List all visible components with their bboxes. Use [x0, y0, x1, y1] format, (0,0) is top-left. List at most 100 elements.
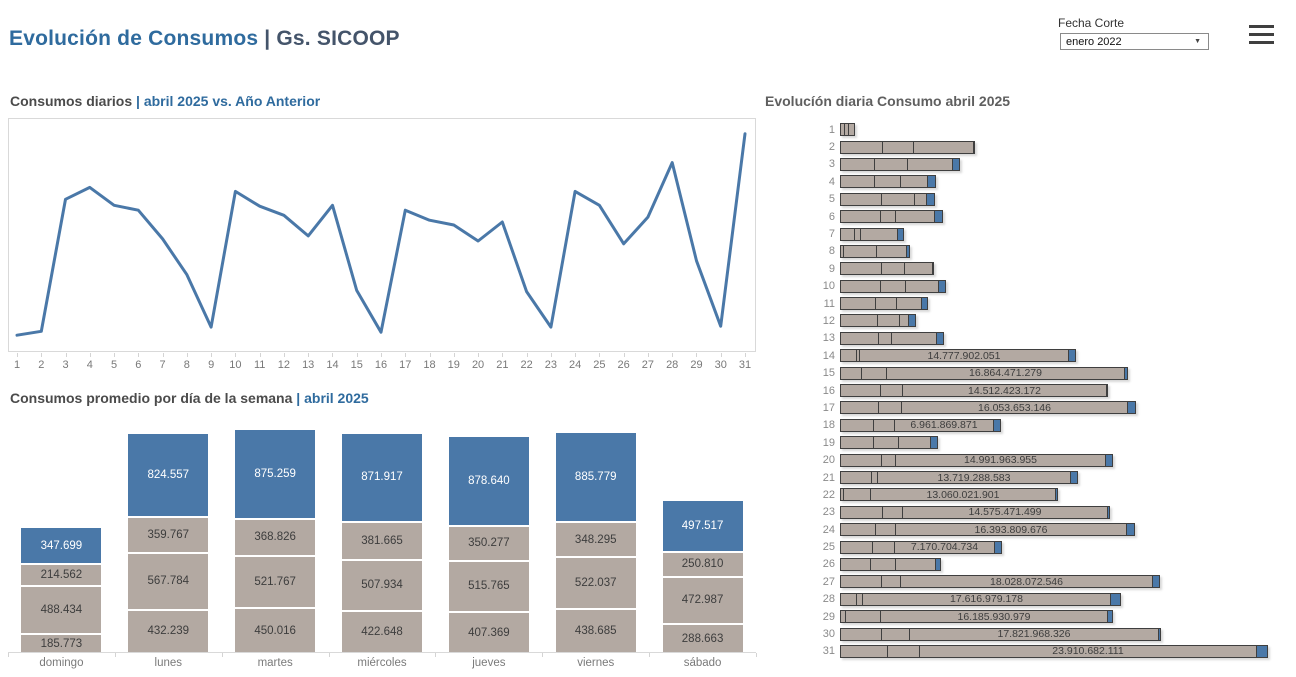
bar-segment[interactable]: 14.991.963.955	[895, 453, 1106, 467]
bar-segment[interactable]	[840, 592, 857, 606]
bar-segment[interactable]	[840, 157, 875, 171]
bar-segment[interactable]: 422.648	[342, 609, 422, 652]
bar-segment-blue[interactable]	[993, 418, 1001, 432]
bar-segment-blue[interactable]	[1068, 349, 1076, 363]
bar-segment[interactable]	[895, 210, 935, 224]
bar-segment-blue[interactable]	[1107, 610, 1113, 624]
daily-bar-17[interactable]: 16.053.653.146	[840, 401, 1136, 415]
bar-segment[interactable]	[840, 140, 883, 154]
bar-segment[interactable]	[913, 140, 974, 154]
daily-bar-15[interactable]: 16.864.471.279	[840, 366, 1128, 380]
bar-segment[interactable]: 522.037	[555, 555, 636, 609]
bar-segment[interactable]: 18.028.072.546	[900, 575, 1153, 589]
bar-segment[interactable]	[874, 157, 908, 171]
daily-bar-16[interactable]: 14.512.423.172	[840, 384, 1108, 398]
bar-segment[interactable]	[880, 210, 896, 224]
bar-segment[interactable]	[878, 331, 892, 345]
bar-segment[interactable]: 14.575.471.499	[902, 505, 1108, 519]
bar-segment[interactable]: 7.170.704.734	[894, 540, 995, 554]
bar-segment[interactable]	[840, 471, 872, 484]
bar-segment[interactable]	[840, 175, 875, 189]
bar-segment[interactable]	[843, 244, 877, 258]
bar-segment[interactable]: 875.259	[235, 430, 316, 518]
stacked-bar-lunes[interactable]: 824.557 359.767 567.784 432.239	[128, 433, 209, 652]
bar-segment[interactable]: 347.699	[21, 528, 102, 564]
daily-bar-31[interactable]: 23.910.682.111	[840, 644, 1268, 658]
daily-bar-24[interactable]: 16.393.809.676	[840, 523, 1135, 537]
daily-bar-11[interactable]	[840, 297, 928, 311]
bar-segment[interactable]	[878, 401, 902, 415]
bar-segment[interactable]	[896, 297, 922, 311]
bar-segment-blue[interactable]	[926, 192, 935, 206]
bar-segment-blue[interactable]	[906, 244, 910, 258]
bar-segment[interactable]: 348.295	[555, 521, 636, 556]
bar-segment[interactable]	[840, 540, 873, 554]
daily-bar-1[interactable]	[840, 123, 855, 137]
bar-segment[interactable]	[840, 314, 878, 328]
bar-segment-blue[interactable]	[1105, 453, 1113, 467]
daily-bar-27[interactable]: 18.028.072.546	[840, 575, 1160, 589]
bar-segment[interactable]	[895, 557, 936, 571]
bar-segment[interactable]	[845, 610, 881, 624]
daily-bar-5[interactable]	[840, 192, 935, 206]
daily-bar-25[interactable]: 7.170.704.734	[840, 540, 1002, 554]
bar-segment[interactable]	[840, 627, 882, 641]
bar-segment-blue[interactable]	[908, 314, 916, 328]
bar-segment[interactable]	[840, 227, 855, 241]
bar-segment[interactable]: 878.640	[448, 436, 529, 525]
daily-bar-19[interactable]	[840, 436, 938, 450]
bar-segment-blue[interactable]	[921, 297, 928, 311]
bar-segment[interactable]	[873, 436, 899, 450]
bar-segment-blue[interactable]	[1070, 471, 1078, 484]
bar-segment[interactable]: 288.663	[662, 623, 743, 652]
bar-segment[interactable]: 17.616.979.178	[862, 592, 1111, 606]
daily-bar-3[interactable]	[840, 157, 960, 171]
bar-segment[interactable]	[840, 384, 881, 398]
daily-bar-28[interactable]: 17.616.979.178	[840, 592, 1121, 606]
menu-icon[interactable]	[1249, 25, 1274, 49]
bar-segment[interactable]: 16.185.930.979	[880, 610, 1108, 624]
bar-segment[interactable]	[840, 557, 871, 571]
daily-bar-18[interactable]: 6.961.869.871	[840, 418, 1001, 432]
bar-segment[interactable]: 13.719.288.583	[877, 471, 1071, 484]
bar-segment-blue[interactable]	[897, 227, 904, 241]
bar-segment[interactable]	[904, 262, 933, 276]
daily-bar-22[interactable]: 13.060.021.901	[840, 488, 1058, 502]
bar-segment-blue[interactable]	[1152, 575, 1160, 589]
bar-segment[interactable]	[891, 331, 937, 345]
bar-segment[interactable]: 368.826	[235, 517, 316, 555]
daily-bar-13[interactable]	[840, 331, 944, 345]
bar-segment[interactable]	[840, 331, 879, 345]
bar-segment[interactable]	[843, 488, 871, 502]
bar-segment[interactable]	[840, 262, 882, 276]
bar-segment[interactable]: 17.821.968.326	[909, 627, 1159, 641]
stacked-bar-viernes[interactable]: 885.779 348.295 522.037 438.685	[555, 432, 636, 652]
bar-segment[interactable]	[875, 297, 897, 311]
bar-segment-blue[interactable]	[1106, 384, 1108, 398]
bar-segment-blue[interactable]	[934, 210, 943, 224]
bar-segment[interactable]	[840, 644, 888, 658]
bar-segment[interactable]: 488.434	[21, 584, 102, 634]
bar-segment[interactable]	[880, 279, 906, 293]
stacked-bar-martes[interactable]: 875.259 368.826 521.767 450.016	[235, 430, 316, 652]
bar-segment[interactable]: 472.987	[662, 575, 743, 624]
bar-segment[interactable]	[875, 523, 896, 537]
bar-segment[interactable]	[840, 401, 879, 415]
daily-bar-9[interactable]	[840, 262, 934, 276]
bar-segment-blue[interactable]	[1124, 366, 1128, 380]
bar-segment[interactable]	[907, 157, 953, 171]
bar-segment[interactable]	[900, 175, 928, 189]
bar-segment-blue[interactable]	[932, 262, 934, 276]
bar-segment[interactable]	[840, 575, 882, 589]
bar-segment-blue[interactable]	[936, 331, 944, 345]
bar-segment-blue[interactable]	[927, 175, 936, 189]
bar-segment[interactable]	[882, 140, 914, 154]
bar-segment-blue[interactable]	[994, 540, 1002, 554]
daily-bar-2[interactable]	[840, 140, 975, 154]
bar-segment[interactable]	[861, 366, 887, 380]
bar-segment[interactable]: 824.557	[128, 433, 209, 517]
daily-bar-7[interactable]	[840, 227, 904, 241]
bar-segment[interactable]	[840, 505, 883, 519]
bar-segment[interactable]	[881, 575, 901, 589]
bar-segment[interactable]: 497.517	[662, 501, 743, 551]
